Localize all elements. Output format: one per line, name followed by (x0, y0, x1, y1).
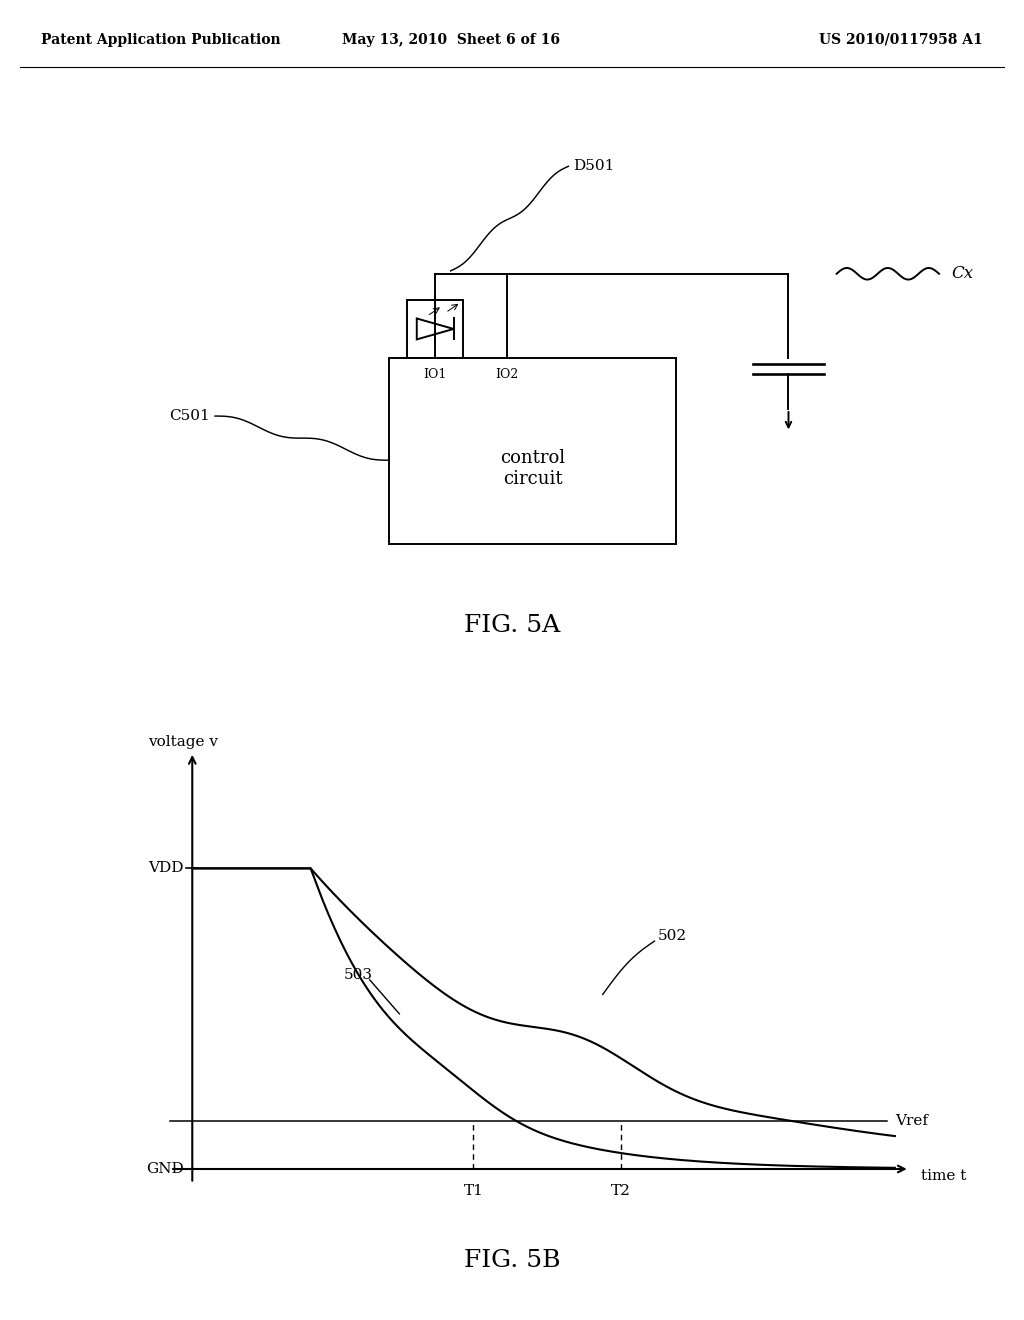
Text: 502: 502 (658, 929, 687, 944)
Text: FIG. 5A: FIG. 5A (464, 614, 560, 636)
Text: voltage v: voltage v (147, 735, 218, 750)
Text: US 2010/0117958 A1: US 2010/0117958 A1 (819, 33, 983, 48)
Text: IO1: IO1 (424, 368, 446, 380)
Bar (408, 300, 464, 358)
Text: FIG. 5B: FIG. 5B (464, 1249, 560, 1272)
Text: IO2: IO2 (496, 368, 518, 380)
Text: D501: D501 (573, 160, 614, 173)
Text: T1: T1 (464, 1184, 483, 1197)
Text: VDD: VDD (147, 862, 183, 875)
Text: May 13, 2010  Sheet 6 of 16: May 13, 2010 Sheet 6 of 16 (342, 33, 559, 48)
Text: GND: GND (145, 1162, 183, 1176)
Text: time t: time t (921, 1170, 966, 1183)
Text: T2: T2 (611, 1184, 631, 1197)
Text: Patent Application Publication: Patent Application Publication (41, 33, 281, 48)
Text: 503: 503 (344, 968, 373, 982)
Text: Vref: Vref (895, 1114, 928, 1127)
Text: control
circuit: control circuit (500, 449, 565, 487)
Text: Cx: Cx (951, 265, 974, 282)
Text: C501: C501 (169, 409, 210, 424)
Bar (389, 358, 676, 544)
